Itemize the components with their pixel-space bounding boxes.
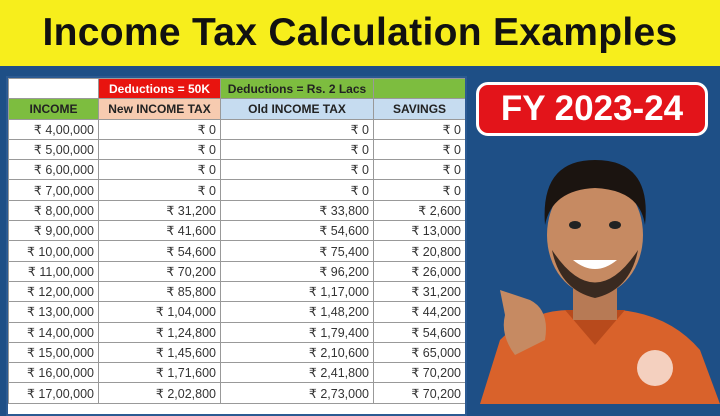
table-row: ₹ 11,00,000 ₹ 70,200 ₹ 96,200 ₹ 26,000 xyxy=(8,260,465,282)
cell-income: ₹ 6,00,000 xyxy=(8,159,99,181)
tax-table: Deductions = 50K Deductions = Rs. 2 Lacs… xyxy=(6,76,467,416)
cell-old-tax: ₹ 2,73,000 xyxy=(220,382,374,404)
cell-savings: ₹ 31,200 xyxy=(373,280,465,303)
table-row: ₹ 7,00,000 ₹ 0 ₹ 0 ₹ 0 xyxy=(8,179,465,201)
cell-savings: ₹ 70,200 xyxy=(373,382,465,404)
cell-old-tax: ₹ 54,600 xyxy=(220,220,374,242)
cell-new-tax: ₹ 54,600 xyxy=(98,240,221,262)
cell-old-tax: ₹ 33,800 xyxy=(220,199,374,222)
table-row: ₹ 17,00,000 ₹ 2,02,800 ₹ 2,73,000 ₹ 70,200 xyxy=(8,382,465,404)
cell-savings: ₹ 54,600 xyxy=(373,321,465,343)
table-row: ₹ 4,00,000 ₹ 0 ₹ 0 ₹ 0 xyxy=(8,118,465,140)
table-row: ₹ 9,00,000 ₹ 41,600 ₹ 54,600 ₹ 13,000 xyxy=(8,220,465,242)
cell-old-tax: ₹ 1,79,400 xyxy=(220,321,374,343)
group-header-new-deductions: Deductions = 50K xyxy=(98,78,221,100)
group-header-empty xyxy=(8,78,99,100)
table-row: ₹ 16,00,000 ₹ 1,71,600 ₹ 2,41,800 ₹ 70,200 xyxy=(8,362,465,384)
cell-new-tax: ₹ 1,04,000 xyxy=(98,301,221,323)
cell-new-tax: ₹ 31,200 xyxy=(98,199,221,222)
smile xyxy=(573,260,617,269)
cell-old-tax: ₹ 0 xyxy=(220,138,374,161)
cell-new-tax: ₹ 1,45,600 xyxy=(98,341,221,364)
table-row: ₹ 15,00,000 ₹ 1,45,600 ₹ 2,10,600 ₹ 65,000 xyxy=(8,341,465,364)
cell-savings: ₹ 65,000 xyxy=(373,341,465,364)
cell-savings: ₹ 2,600 xyxy=(373,199,465,222)
table-row: ₹ 10,00,000 ₹ 54,600 ₹ 75,400 ₹ 20,800 xyxy=(8,240,465,262)
cell-income: ₹ 8,00,000 xyxy=(8,199,99,222)
logo-watermark xyxy=(637,350,673,386)
table-row: ₹ 13,00,000 ₹ 1,04,000 ₹ 1,48,200 ₹ 44,200 xyxy=(8,301,465,323)
table-row: ₹ 14,00,000 ₹ 1,24,800 ₹ 1,79,400 ₹ 54,600 xyxy=(8,321,465,343)
cell-income: ₹ 5,00,000 xyxy=(8,138,99,161)
cell-old-tax: ₹ 1,48,200 xyxy=(220,301,374,323)
cell-income: ₹ 10,00,000 xyxy=(8,240,99,262)
cell-savings: ₹ 26,000 xyxy=(373,260,465,282)
table-row: ₹ 12,00,000 ₹ 85,800 ₹ 1,17,000 ₹ 31,200 xyxy=(8,280,465,303)
cell-savings: ₹ 13,000 xyxy=(373,220,465,242)
cell-old-tax: ₹ 75,400 xyxy=(220,240,374,262)
cell-new-tax: ₹ 41,600 xyxy=(98,220,221,242)
table-row: ₹ 6,00,000 ₹ 0 ₹ 0 ₹ 0 xyxy=(8,159,465,181)
cell-income: ₹ 12,00,000 xyxy=(8,280,99,303)
cell-income: ₹ 13,00,000 xyxy=(8,301,99,323)
cell-savings: ₹ 0 xyxy=(373,179,465,201)
cell-income: ₹ 15,00,000 xyxy=(8,341,99,364)
fy-badge: FY 2023-24 xyxy=(476,82,708,136)
group-header-row: Deductions = 50K Deductions = Rs. 2 Lacs xyxy=(8,78,465,100)
cell-new-tax: ₹ 85,800 xyxy=(98,280,221,303)
presenter-photo xyxy=(480,160,720,404)
cell-savings: ₹ 20,800 xyxy=(373,240,465,262)
thumbnail-title: Income Tax Calculation Examples xyxy=(0,0,720,66)
cell-income: ₹ 4,00,000 xyxy=(8,118,99,140)
cell-new-tax: ₹ 0 xyxy=(98,118,221,140)
cell-old-tax: ₹ 0 xyxy=(220,118,374,140)
cell-old-tax: ₹ 0 xyxy=(220,159,374,181)
col-header-new-tax: New INCOME TAX xyxy=(98,98,221,120)
cell-income: ₹ 7,00,000 xyxy=(8,179,99,201)
cell-savings: ₹ 44,200 xyxy=(373,301,465,323)
table-row: ₹ 8,00,000 ₹ 31,200 ₹ 33,800 ₹ 2,600 xyxy=(8,199,465,222)
beard xyxy=(552,250,638,298)
face xyxy=(547,175,643,295)
cell-old-tax: ₹ 1,17,000 xyxy=(220,280,374,303)
pointing-hand xyxy=(500,290,546,355)
cell-new-tax: ₹ 70,200 xyxy=(98,260,221,282)
group-header-savings xyxy=(373,78,465,100)
cell-old-tax: ₹ 2,41,800 xyxy=(220,362,374,384)
cell-old-tax: ₹ 2,10,600 xyxy=(220,341,374,364)
cell-new-tax: ₹ 0 xyxy=(98,159,221,181)
cell-income: ₹ 11,00,000 xyxy=(8,260,99,282)
cell-new-tax: ₹ 0 xyxy=(98,179,221,201)
cell-income: ₹ 16,00,000 xyxy=(8,362,99,384)
hair xyxy=(544,160,646,225)
cell-savings: ₹ 0 xyxy=(373,118,465,140)
col-header-savings: SAVINGS xyxy=(373,98,465,120)
table-row: ₹ 5,00,000 ₹ 0 ₹ 0 ₹ 0 xyxy=(8,138,465,161)
col-header-old-tax: Old INCOME TAX xyxy=(220,98,374,120)
cell-savings: ₹ 0 xyxy=(373,138,465,161)
cell-new-tax: ₹ 1,71,600 xyxy=(98,362,221,384)
cell-new-tax: ₹ 1,24,800 xyxy=(98,321,221,343)
cell-income: ₹ 17,00,000 xyxy=(8,382,99,404)
cell-savings: ₹ 0 xyxy=(373,159,465,181)
col-header-income: INCOME xyxy=(8,98,99,120)
cell-old-tax: ₹ 0 xyxy=(220,179,374,201)
column-header-row: INCOME New INCOME TAX Old INCOME TAX SAV… xyxy=(8,98,465,120)
cell-old-tax: ₹ 96,200 xyxy=(220,260,374,282)
cell-savings: ₹ 70,200 xyxy=(373,362,465,384)
cell-new-tax: ₹ 2,02,800 xyxy=(98,382,221,404)
cell-income: ₹ 14,00,000 xyxy=(8,321,99,343)
cell-new-tax: ₹ 0 xyxy=(98,138,221,161)
group-header-old-deductions: Deductions = Rs. 2 Lacs xyxy=(220,78,374,100)
cell-income: ₹ 9,00,000 xyxy=(8,220,99,242)
